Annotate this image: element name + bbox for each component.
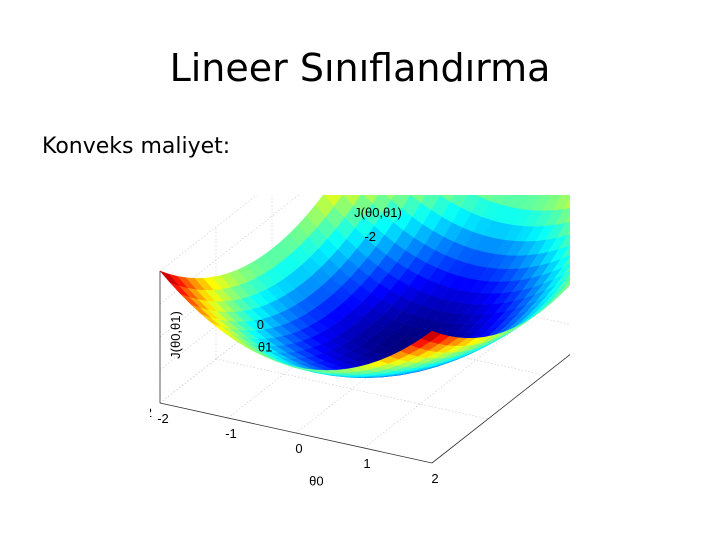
x-axis-label: θ0 <box>309 474 323 489</box>
y-tick-label: -2 <box>364 229 376 244</box>
chart-title: J(θ0,θ1) <box>354 205 402 220</box>
surface-patch <box>565 274 570 280</box>
surface-patch <box>560 245 570 260</box>
surface-patch <box>565 214 570 224</box>
y-axis-label: θ1 <box>258 339 272 354</box>
y-tick-label: 0 <box>257 317 264 332</box>
slide-title: Lineer Sınıflandırma <box>169 46 551 90</box>
surface-patch <box>564 266 570 275</box>
x-tick-label: 0 <box>295 441 302 456</box>
surface-patch <box>563 196 570 210</box>
x-tick-label: 2 <box>431 471 438 486</box>
surface-patch <box>566 230 570 236</box>
z-axis-label: J(θ0,θ1) <box>168 311 183 359</box>
bullet-text: Konveks maliyet: <box>42 134 231 159</box>
surface-patch <box>421 330 442 342</box>
x-tick-label: -1 <box>225 426 237 441</box>
x-tick-label: 1 <box>363 456 370 471</box>
surface-patch <box>561 256 570 269</box>
surface-mesh <box>159 195 570 378</box>
x-tick-label: -2 <box>157 411 169 426</box>
y-tick-label: 2 <box>150 405 152 420</box>
